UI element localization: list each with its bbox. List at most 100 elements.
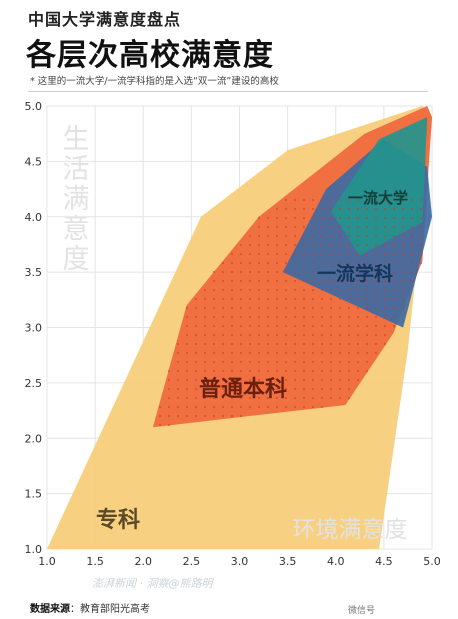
texture-dot <box>239 261 243 265</box>
texture-dot <box>284 351 288 355</box>
y-tick-label: 5.0 <box>25 100 43 113</box>
texture-dot <box>410 261 414 265</box>
texture-dot <box>212 387 216 391</box>
x-tick-label: 1.0 <box>38 555 56 568</box>
texture-dot <box>221 288 225 292</box>
texture-dot <box>356 351 360 355</box>
texture-dot <box>212 306 216 310</box>
texture-dot <box>248 315 252 319</box>
texture-dot <box>374 234 378 238</box>
texture-dot <box>230 279 234 283</box>
series-label: 一流大学 <box>348 189 408 207</box>
texture-dot <box>329 306 333 310</box>
texture-dot <box>374 297 378 301</box>
texture-dot <box>392 198 396 202</box>
texture-dot <box>221 414 225 418</box>
x-tick-label: 4.0 <box>327 555 345 568</box>
texture-dot <box>248 369 252 373</box>
texture-dot <box>203 387 207 391</box>
texture-dot <box>293 369 297 373</box>
texture-dot <box>311 369 315 373</box>
texture-dot <box>230 261 234 265</box>
texture-dot <box>203 342 207 346</box>
texture-dot <box>239 387 243 391</box>
texture-dot <box>320 405 324 409</box>
watermark: 澎湃新闻 · 洞察@熊路明 <box>92 577 213 590</box>
y-tick-label: 1.5 <box>25 488 43 501</box>
texture-dot <box>284 324 288 328</box>
texture-dot <box>221 378 225 382</box>
texture-dot <box>248 279 252 283</box>
texture-dot <box>356 360 360 364</box>
texture-dot <box>284 225 288 229</box>
texture-dot <box>392 243 396 247</box>
texture-dot <box>221 396 225 400</box>
texture-dot <box>329 198 333 202</box>
texture-dot <box>311 324 315 328</box>
texture-dot <box>302 216 306 220</box>
texture-dot <box>293 225 297 229</box>
texture-dot <box>320 198 324 202</box>
texture-dot <box>302 252 306 256</box>
texture-dot <box>212 333 216 337</box>
texture-dot <box>356 279 360 283</box>
texture-dot <box>266 225 270 229</box>
texture-dot <box>275 297 279 301</box>
footer-source: 数据来源：教育部阳光高考 <box>30 600 150 615</box>
texture-dot <box>338 342 342 346</box>
texture-dot <box>230 306 234 310</box>
texture-dot <box>275 234 279 238</box>
texture-dot <box>239 351 243 355</box>
texture-dot <box>212 288 216 292</box>
texture-dot <box>347 306 351 310</box>
texture-dot <box>401 225 405 229</box>
texture-dot <box>266 369 270 373</box>
texture-dot <box>392 315 396 319</box>
texture-dot <box>383 315 387 319</box>
texture-dot <box>302 405 306 409</box>
texture-dot <box>248 378 252 382</box>
texture-dot <box>383 234 387 238</box>
texture-dot <box>248 297 252 301</box>
texture-dot <box>284 306 288 310</box>
texture-dot <box>347 342 351 346</box>
texture-dot <box>302 234 306 238</box>
texture-dot <box>356 261 360 265</box>
texture-dot <box>284 405 288 409</box>
texture-dot <box>284 216 288 220</box>
texture-dot <box>167 387 171 391</box>
texture-dot <box>257 351 261 355</box>
texture-dot <box>275 252 279 256</box>
texture-dot <box>203 360 207 364</box>
texture-dot <box>392 207 396 211</box>
texture-dot <box>365 261 369 265</box>
texture-dot <box>248 333 252 337</box>
texture-dot <box>221 360 225 364</box>
texture-dot <box>401 243 405 247</box>
texture-dot <box>266 234 270 238</box>
texture-dot <box>176 360 180 364</box>
texture-dot <box>329 360 333 364</box>
texture-dot <box>356 243 360 247</box>
texture-dot <box>320 342 324 346</box>
texture-dot <box>176 387 180 391</box>
texture-dot <box>374 315 378 319</box>
texture-dot <box>194 360 198 364</box>
texture-dot <box>257 288 261 292</box>
texture-dot <box>311 243 315 247</box>
texture-dot <box>257 315 261 319</box>
texture-dot <box>347 198 351 202</box>
texture-dot <box>293 270 297 274</box>
texture-dot <box>203 288 207 292</box>
texture-dot <box>347 207 351 211</box>
texture-dot <box>257 360 261 364</box>
texture-dot <box>293 342 297 346</box>
texture-dot <box>338 297 342 301</box>
texture-dot <box>374 207 378 211</box>
texture-dot <box>203 333 207 337</box>
texture-dot <box>311 405 315 409</box>
texture-dot <box>266 297 270 301</box>
texture-dot <box>320 225 324 229</box>
texture-dot <box>284 297 288 301</box>
texture-dot <box>284 360 288 364</box>
